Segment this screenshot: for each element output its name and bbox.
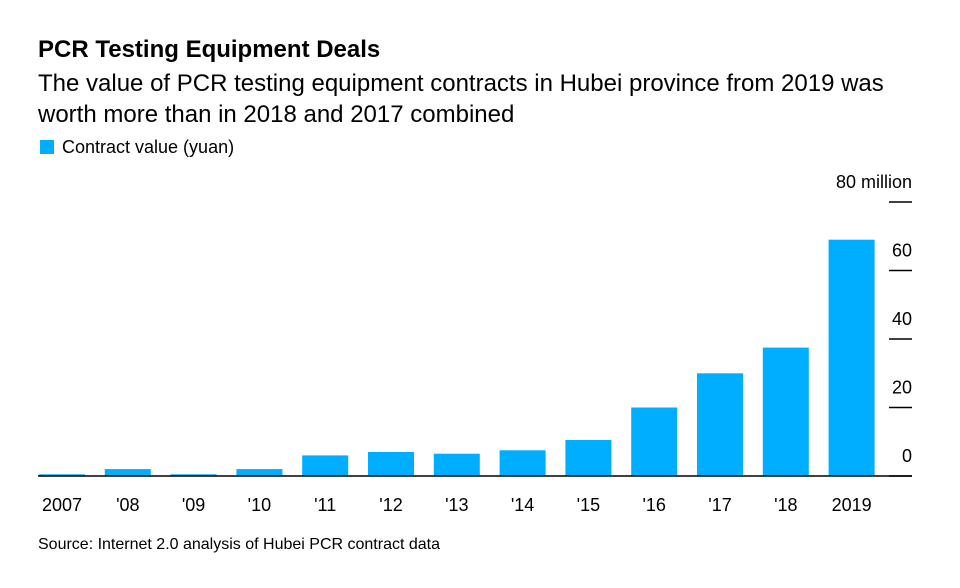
x-tick-label: '14 [511, 495, 534, 515]
x-tick-label: 2019 [832, 495, 872, 515]
bar [302, 455, 349, 476]
legend-swatch [40, 140, 54, 154]
x-tick-label: '10 [248, 495, 271, 515]
bar [39, 474, 85, 476]
x-tick-label: '09 [182, 495, 205, 515]
bar [828, 239, 875, 476]
x-tick-label: '16 [642, 495, 665, 515]
bar [697, 373, 743, 477]
bar [631, 407, 678, 476]
source-note: Source: Internet 2.0 analysis of Hubei P… [38, 536, 440, 553]
bar [565, 440, 612, 476]
chart-subtitle: The value of PCR testing equipment contr… [38, 70, 884, 128]
x-tick-label: '11 [314, 495, 336, 515]
legend-label: Contract value (yuan) [62, 137, 235, 157]
x-tick-label: '08 [116, 495, 139, 515]
chart-title: PCR Testing Equipment Deals [38, 36, 381, 63]
x-tick-label: '15 [577, 495, 600, 515]
y-tick-label: 80 million [836, 172, 912, 192]
y-tick-label: 20 [892, 378, 912, 398]
x-tick-label: '17 [708, 495, 731, 515]
y-tick-label: 60 [892, 241, 912, 261]
x-tick-label: '12 [379, 495, 402, 515]
y-tick-label: 0 [902, 446, 912, 466]
bar [368, 452, 414, 476]
bar [104, 469, 151, 476]
legend: Contract value (yuan) [40, 136, 234, 158]
x-tick-label: '18 [774, 495, 797, 515]
bar [433, 453, 480, 476]
bar [499, 450, 546, 476]
bar [762, 347, 809, 476]
bar [236, 469, 283, 476]
x-tick-label: 2007 [42, 495, 82, 515]
y-tick-label: 40 [892, 309, 912, 329]
bars-group [39, 239, 875, 477]
x-tick-labels: 2007 '08 '09 '10 '11 '12 '13 '14 '15 '16 '17 '18 201… [42, 495, 872, 515]
x-tick-label: '13 [445, 495, 468, 515]
bar [170, 474, 217, 476]
